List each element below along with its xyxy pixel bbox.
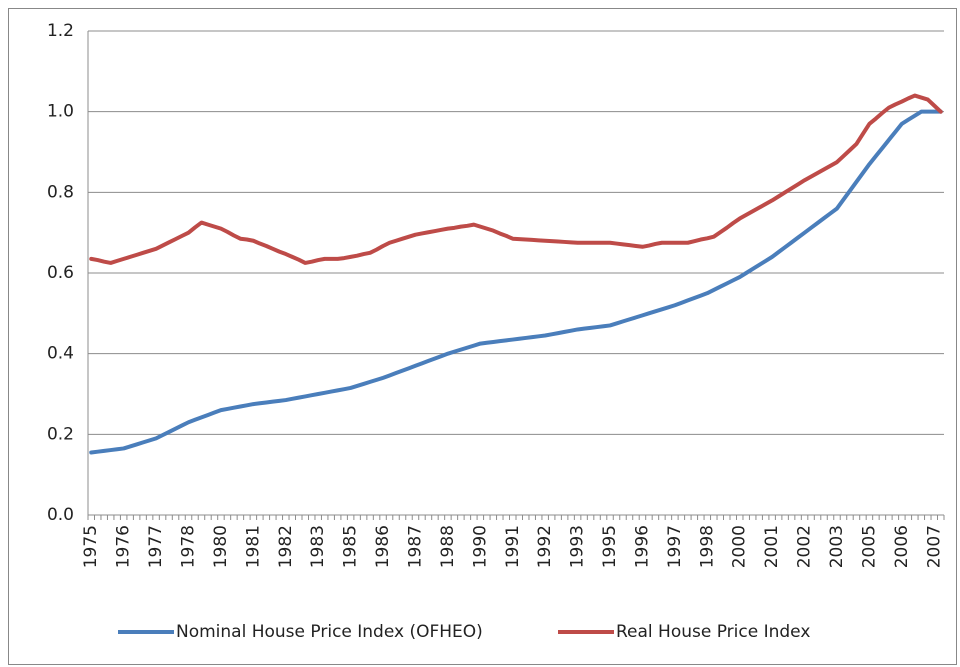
x-tick-label: 1997 (665, 525, 685, 568)
x-tick-label: 2006 (892, 525, 912, 568)
x-tick-label: 1977 (146, 525, 166, 568)
x-tick-label: 2002 (795, 525, 815, 568)
x-tick-label: 1998 (697, 525, 717, 568)
x-tick-label: 1992 (535, 525, 555, 568)
x-tick-label: 1985 (341, 525, 361, 568)
legend-label: Real House Price Index (616, 622, 810, 642)
y-tick-label: 1.0 (47, 102, 74, 122)
series-line (89, 109, 943, 455)
x-tick-label: 1976 (114, 525, 134, 568)
y-tick-label: 0.4 (47, 344, 74, 364)
x-tick-label: 1975 (81, 525, 101, 568)
x-tick-label: 1991 (503, 525, 523, 568)
x-tick-label: 2001 (762, 525, 782, 568)
x-tick-label: 1983 (308, 525, 328, 568)
y-tick-label: 1.2 (47, 21, 74, 41)
x-tick-label: 1993 (568, 525, 588, 568)
x-tick-label: 2007 (924, 525, 944, 568)
x-tick-label: 1982 (276, 525, 296, 568)
x-tick-label: 1988 (438, 525, 458, 568)
x-tick-label: 1995 (600, 525, 620, 568)
x-tick-label: 1987 (405, 525, 425, 568)
x-tick-label: 1990 (470, 525, 490, 568)
x-tick-label: 1980 (211, 525, 231, 568)
legend-label: Nominal House Price Index (OFHEO) (176, 622, 483, 642)
y-tick-label: 0.0 (47, 505, 74, 525)
y-tick-label: 0.6 (47, 263, 74, 283)
y-tick-label: 0.2 (47, 424, 74, 444)
x-tick-label: 2000 (730, 525, 750, 568)
series-line (89, 93, 943, 265)
x-tick-label: 1996 (632, 525, 652, 568)
y-tick-label: 0.8 (47, 182, 74, 202)
x-tick-label: 2003 (827, 525, 847, 568)
chart-frame (8, 8, 957, 665)
x-tick-label: 1986 (373, 525, 393, 568)
x-tick-label: 1978 (179, 525, 199, 568)
x-tick-label: 2005 (859, 525, 879, 568)
x-tick-label: 1981 (243, 525, 263, 568)
